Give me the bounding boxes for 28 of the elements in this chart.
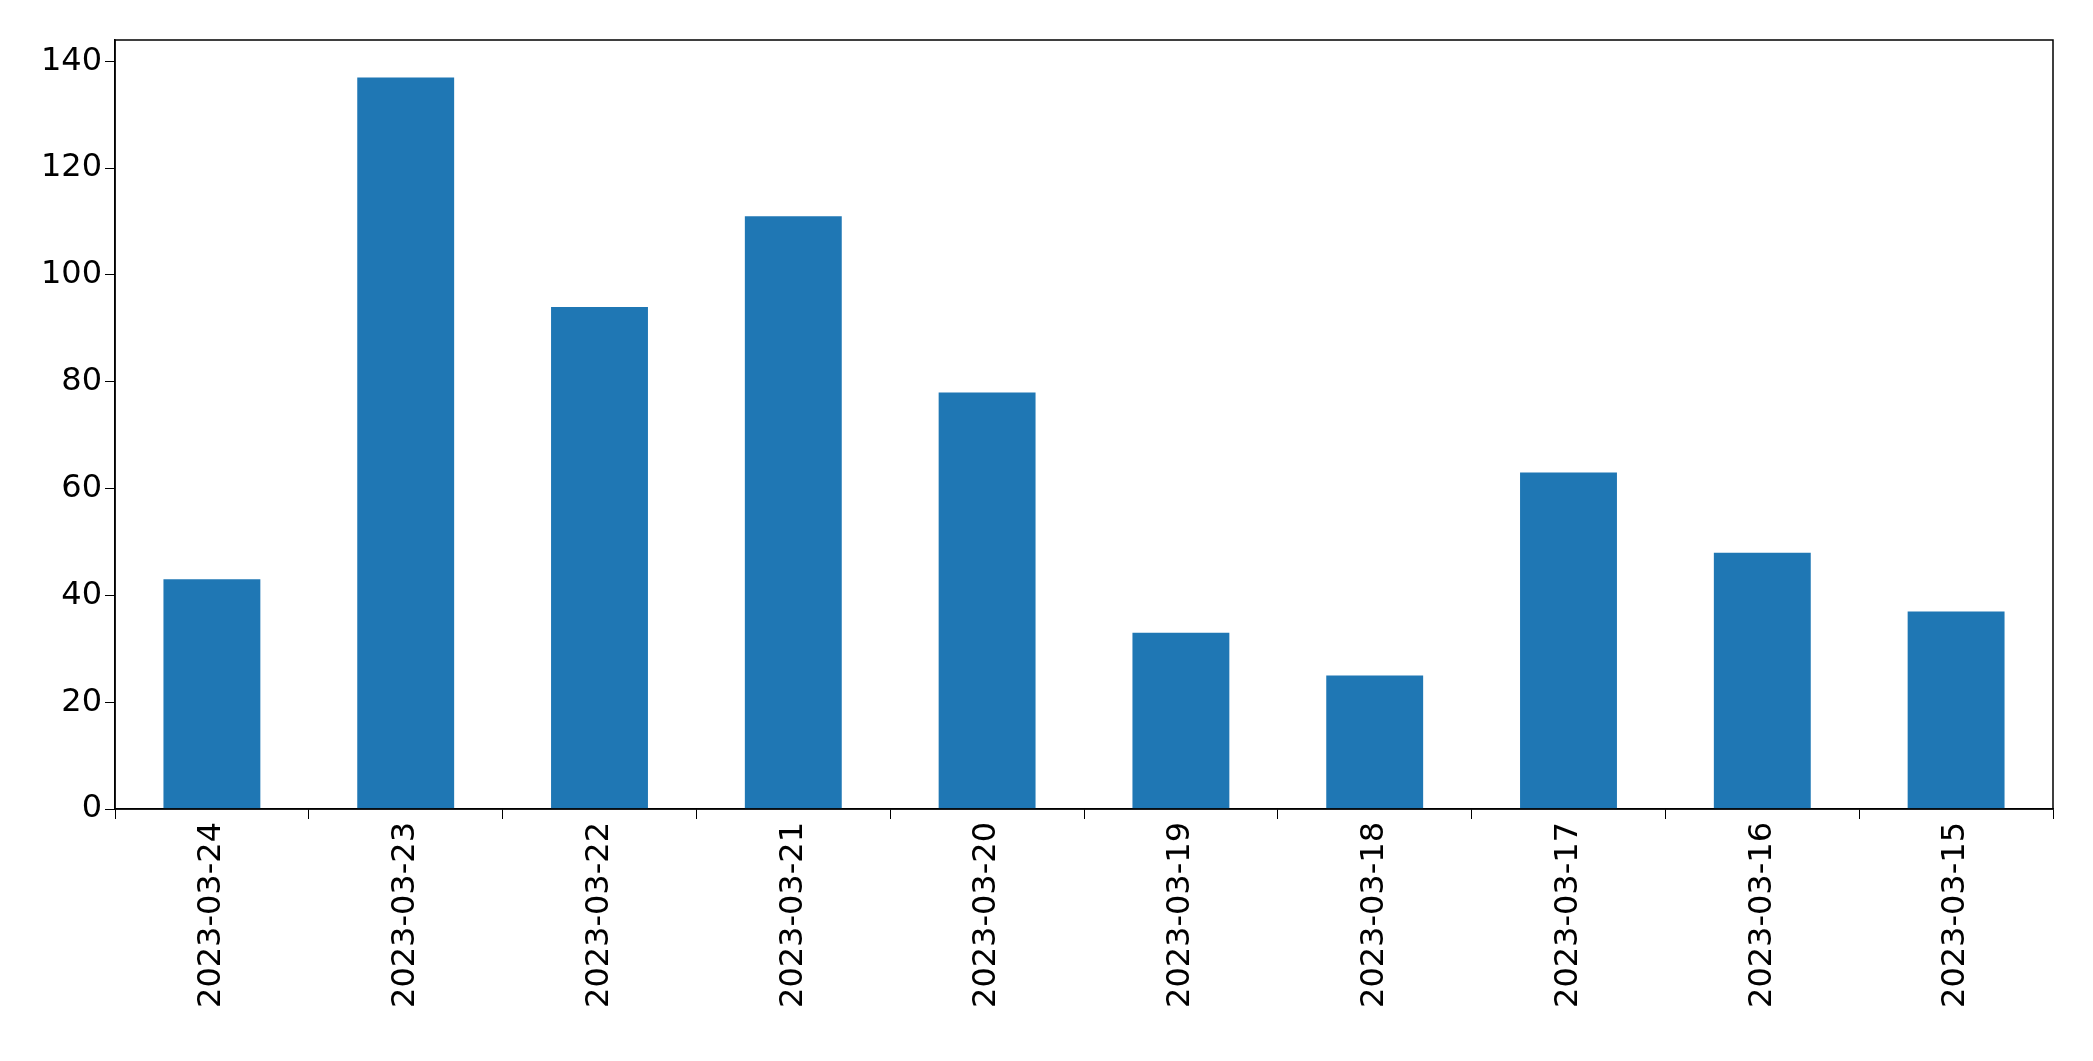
bar (1713, 552, 1811, 809)
y-tick-label: 20 (61, 680, 102, 719)
bar (1907, 611, 2005, 809)
x-tick-label: 2023-03-18 (1353, 822, 1392, 1008)
x-tick-label: 2023-03-17 (1546, 822, 1585, 1008)
x-tick-label: 2023-03-21 (771, 822, 810, 1008)
x-tick-label: 2023-03-24 (190, 822, 229, 1008)
y-tick-label: 0 (81, 787, 102, 826)
y-tick-label: 40 (61, 573, 102, 612)
y-tick-label: 120 (40, 146, 102, 185)
y-tick-label: 60 (61, 466, 102, 505)
x-tick-label: 2023-03-23 (384, 822, 423, 1008)
bar (1326, 675, 1424, 809)
bar (357, 77, 455, 809)
bar (1132, 632, 1230, 809)
y-tick-label: 140 (40, 39, 102, 78)
bar (744, 216, 842, 809)
bar (551, 307, 648, 809)
x-tick-label: 2023-03-15 (1934, 822, 1973, 1008)
bar (163, 579, 261, 809)
x-tick-label: 2023-03-19 (1159, 822, 1198, 1008)
x-tick-label: 2023-03-22 (577, 822, 616, 1008)
bar (938, 392, 1036, 809)
bar (1520, 472, 1617, 809)
y-tick-label: 100 (40, 253, 102, 292)
y-tick-label: 80 (61, 360, 102, 399)
x-tick-label: 2023-03-20 (965, 822, 1004, 1008)
x-tick-label: 2023-03-16 (1740, 822, 1779, 1008)
